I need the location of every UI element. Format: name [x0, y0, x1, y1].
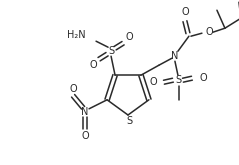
Text: O: O [81, 131, 89, 141]
Text: S: S [126, 116, 132, 126]
Text: O: O [205, 27, 213, 37]
Text: O: O [69, 84, 77, 94]
Text: S: S [108, 46, 114, 56]
Text: H₂N: H₂N [67, 30, 86, 40]
Text: N: N [171, 51, 179, 61]
Text: O: O [89, 60, 97, 70]
Text: O: O [181, 7, 189, 17]
Text: O: O [125, 32, 133, 42]
Text: S: S [176, 75, 182, 85]
Text: O: O [199, 73, 207, 83]
Text: N: N [81, 107, 89, 117]
Text: O: O [149, 77, 157, 87]
